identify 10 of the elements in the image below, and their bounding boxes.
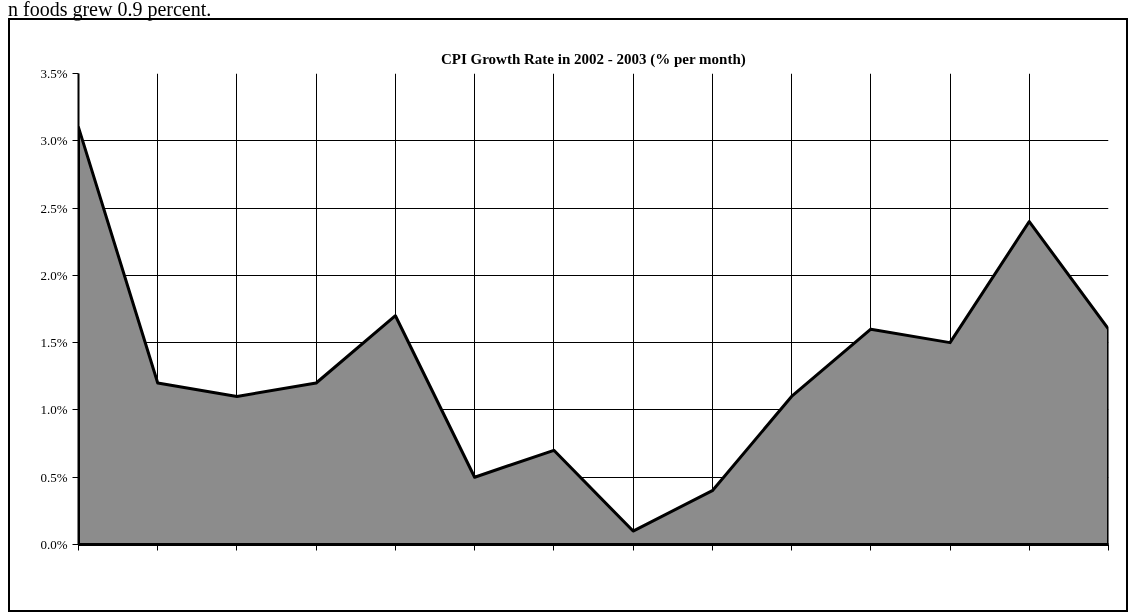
y-tick-label: 3.0% — [40, 133, 68, 149]
y-tick-label: 2.5% — [40, 200, 68, 216]
y-tick-label: 0.0% — [40, 537, 68, 552]
y-tick-label: 1.0% — [40, 402, 68, 418]
y-tick-label: 1.5% — [40, 335, 68, 351]
y-tick-label: 3.5% — [40, 66, 68, 81]
y-tick-label: 0.5% — [40, 469, 68, 485]
text: n foods grew 0.9 percent. — [8, 0, 212, 20]
y-tick-label: 2.0% — [40, 267, 68, 283]
chart-title: CPI Growth Rate in 2002 - 2003 (% per month) — [440, 50, 746, 68]
